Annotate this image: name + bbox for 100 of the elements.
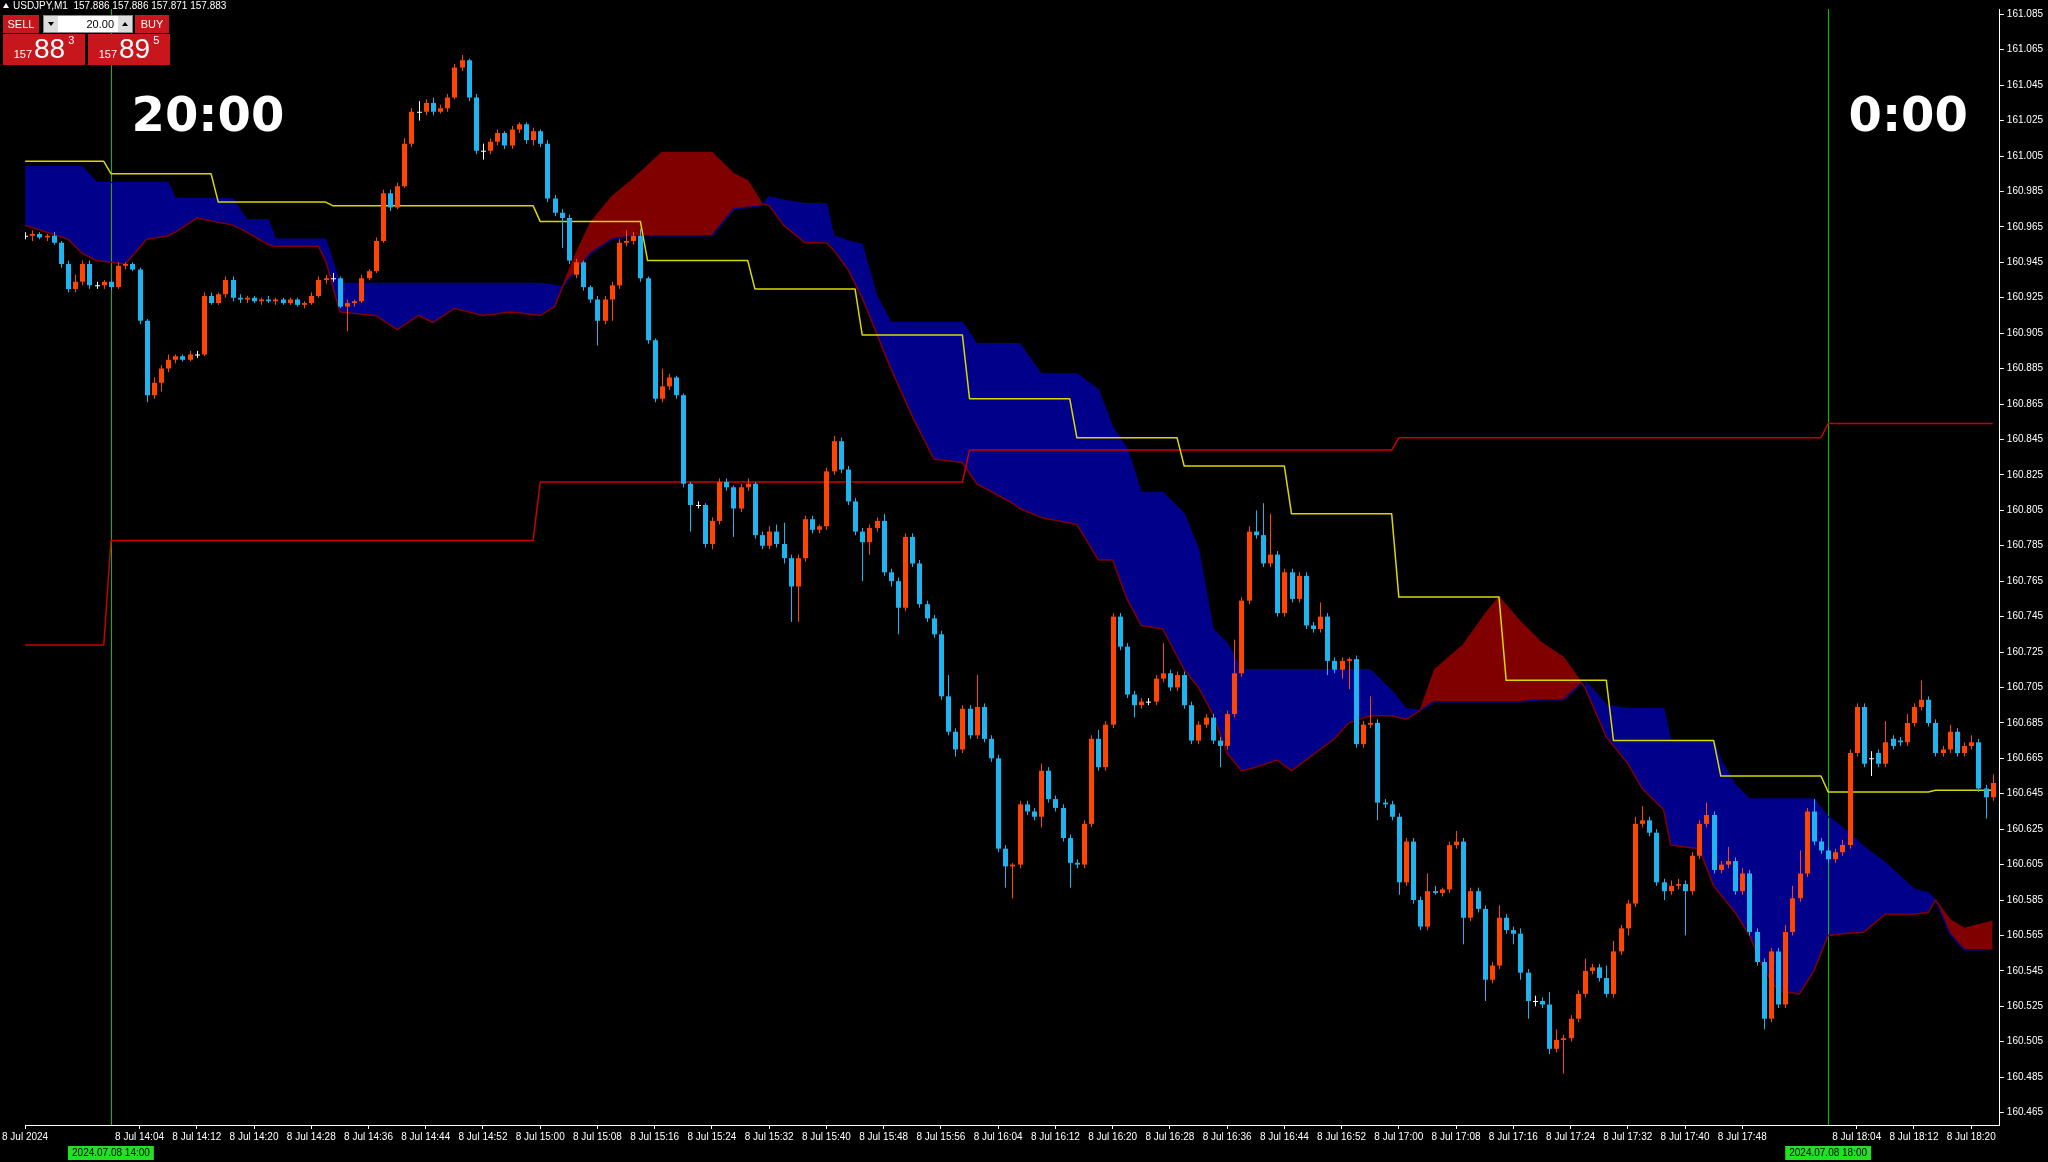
candlestick: [860, 527, 865, 582]
candlestick: [688, 481, 693, 533]
candlestick: [152, 376, 157, 400]
x-tick-label: 8 Jul 17:24: [1546, 1130, 1596, 1142]
y-tick-label: 160.885: [2006, 362, 2044, 374]
candlestick: [1919, 679, 1924, 711]
annotation: 20.00: [85, 18, 115, 30]
y-tick-label: 160.545: [2006, 964, 2044, 976]
candlestick: [1905, 713, 1910, 747]
candlestick: [316, 275, 321, 299]
y-tick-label: 160.925: [2006, 291, 2044, 303]
candlestick: [774, 523, 779, 549]
text: 2024.07.08 14:00: [72, 1147, 151, 1159]
candlestick: [223, 275, 228, 299]
candlestick: [1476, 887, 1481, 913]
y-tick-label: 160.605: [2006, 858, 2044, 870]
y-tick-label: 160.985: [2006, 185, 2044, 197]
candlestick: [1361, 720, 1366, 749]
candlestick: [953, 727, 958, 758]
candlestick: [1926, 695, 1931, 727]
candlestick: [1268, 513, 1273, 568]
candlestick: [1561, 1034, 1566, 1075]
y-tick-label: 160.645: [2006, 787, 2044, 799]
x-tick-label: 8 Jul 14:44: [401, 1130, 451, 1142]
candlestick: [1390, 800, 1395, 821]
x-tick-label: 8 Jul 17:16: [1488, 1130, 1539, 1142]
candlestick: [395, 182, 400, 210]
candlestick: [1569, 1014, 1574, 1043]
y-tick-label: 160.945: [2006, 256, 2044, 268]
x-tick-label: 8 Jul 16:12: [1030, 1130, 1081, 1142]
y-tick-label: 160.505: [2006, 1035, 2044, 1047]
y-tick-label: 160.565: [2006, 929, 2044, 941]
candlestick: [59, 240, 64, 269]
candlestick: [603, 295, 608, 325]
x-tick-label: 8 Jul 16:52: [1317, 1130, 1367, 1142]
ref-line-label: 20:00: [131, 86, 285, 142]
candlestick: [925, 600, 930, 623]
x-tick-label: 8 Jul 2024: [2, 1130, 49, 1142]
x-tick-label: 8 Jul 16:36: [1202, 1130, 1253, 1142]
x-tick-label: 8 Jul 15:32: [744, 1130, 795, 1142]
candlestick: [696, 500, 701, 510]
x-tick-label: 8 Jul 15:00: [515, 1130, 566, 1142]
x-tick-label: 8 Jul 17:48: [1717, 1130, 1768, 1142]
x-tick-label: 8 Jul 18:20: [1946, 1130, 1997, 1142]
candlestick: [989, 734, 994, 763]
annotation: SELL: [3, 15, 39, 33]
x-tick-label: 8 Jul 16:28: [1145, 1130, 1195, 1142]
candlestick: [1368, 695, 1373, 729]
y-tick-label: 160.585: [2006, 893, 2044, 905]
candlestick: [1218, 736, 1223, 768]
candlestick: [345, 299, 350, 332]
annotation: BUY: [135, 15, 169, 33]
candlestick: [1604, 965, 1609, 998]
candlestick: [1619, 924, 1624, 956]
candlestick: [1726, 846, 1731, 869]
candlestick: [1740, 867, 1745, 896]
candlestick: [87, 260, 92, 290]
candlestick: [388, 189, 393, 212]
y-tick-label: 160.905: [2006, 326, 2044, 338]
candlestick: [1640, 805, 1645, 828]
candlestick: [739, 483, 744, 513]
x-tick-label: 8 Jul 18:12: [1889, 1130, 1939, 1142]
candlestick: [710, 516, 715, 550]
y-tick-label: 161.085: [2006, 8, 2044, 20]
candlestick: [116, 261, 121, 290]
x-tick-label: 8 Jul 14:04: [115, 1130, 165, 1142]
y-tick-label: 160.485: [2006, 1070, 2044, 1082]
y-tick-label: 160.805: [2006, 504, 2044, 516]
candlestick: [1175, 671, 1180, 692]
candlestick: [1662, 878, 1667, 901]
candlestick: [1991, 773, 1996, 802]
candlestick: [595, 295, 600, 347]
candlestick: [767, 525, 772, 550]
x-tick-label: 8 Jul 15:24: [687, 1130, 737, 1142]
y-tick-label: 161.005: [2006, 149, 2044, 161]
candlestick: [1704, 802, 1709, 828]
candlestick: [1340, 656, 1345, 680]
candlestick: [159, 364, 164, 393]
candlestick: [524, 121, 529, 145]
candlestick: [1490, 961, 1495, 984]
candlestick: [1297, 571, 1302, 603]
y-tick-label: 160.745: [2006, 610, 2044, 622]
candlestick: [1211, 713, 1216, 745]
candlestick: [1347, 656, 1352, 690]
candlestick: [231, 275, 236, 302]
y-tick-label: 160.865: [2006, 397, 2044, 409]
candlestick: [510, 125, 515, 150]
y-tick-label: 160.765: [2006, 574, 2044, 586]
y-tick-label: 160.625: [2006, 822, 2044, 834]
y-tick-label: 160.525: [2006, 1000, 2044, 1012]
candlestick: [1948, 724, 1953, 754]
candlestick: [1583, 957, 1588, 998]
candlestick: [1132, 690, 1137, 719]
y-tick-label: 160.685: [2006, 716, 2044, 728]
candlestick: [867, 523, 872, 556]
y-tick-label: 160.705: [2006, 681, 2044, 693]
candlestick: [553, 194, 558, 217]
candlestick: [1168, 669, 1173, 692]
candlestick: [1318, 601, 1323, 634]
x-tick-label: 8 Jul 15:16: [630, 1130, 680, 1142]
